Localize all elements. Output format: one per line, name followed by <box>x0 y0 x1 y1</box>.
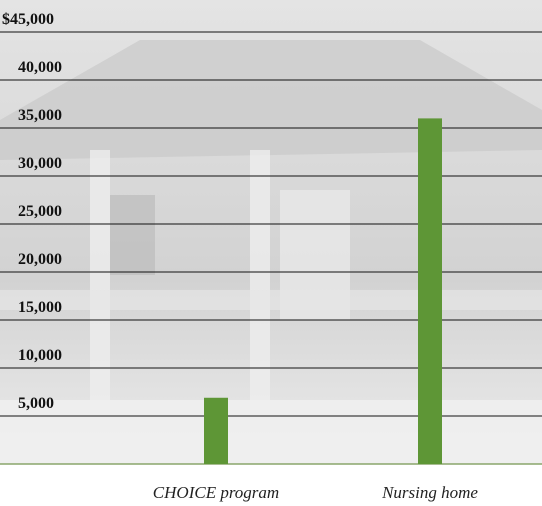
y-tick-label: $45,000 <box>2 11 54 28</box>
footer-band <box>0 464 542 506</box>
y-tick-label: 10,000 <box>18 347 62 364</box>
y-tick-label: 5,000 <box>18 395 54 412</box>
x-tick-label: CHOICE program <box>153 483 279 502</box>
x-tick-label: Nursing home <box>381 483 478 502</box>
y-tick-label: 40,000 <box>18 59 62 76</box>
y-tick-label: 25,000 <box>18 203 62 220</box>
background-photo <box>0 0 542 464</box>
y-tick-label: 35,000 <box>18 107 62 124</box>
bar <box>418 118 442 465</box>
y-tick-label: 20,000 <box>18 251 62 268</box>
y-tick-label: 30,000 <box>18 155 62 172</box>
y-tick-label: 15,000 <box>18 299 62 316</box>
bar <box>204 397 228 464</box>
